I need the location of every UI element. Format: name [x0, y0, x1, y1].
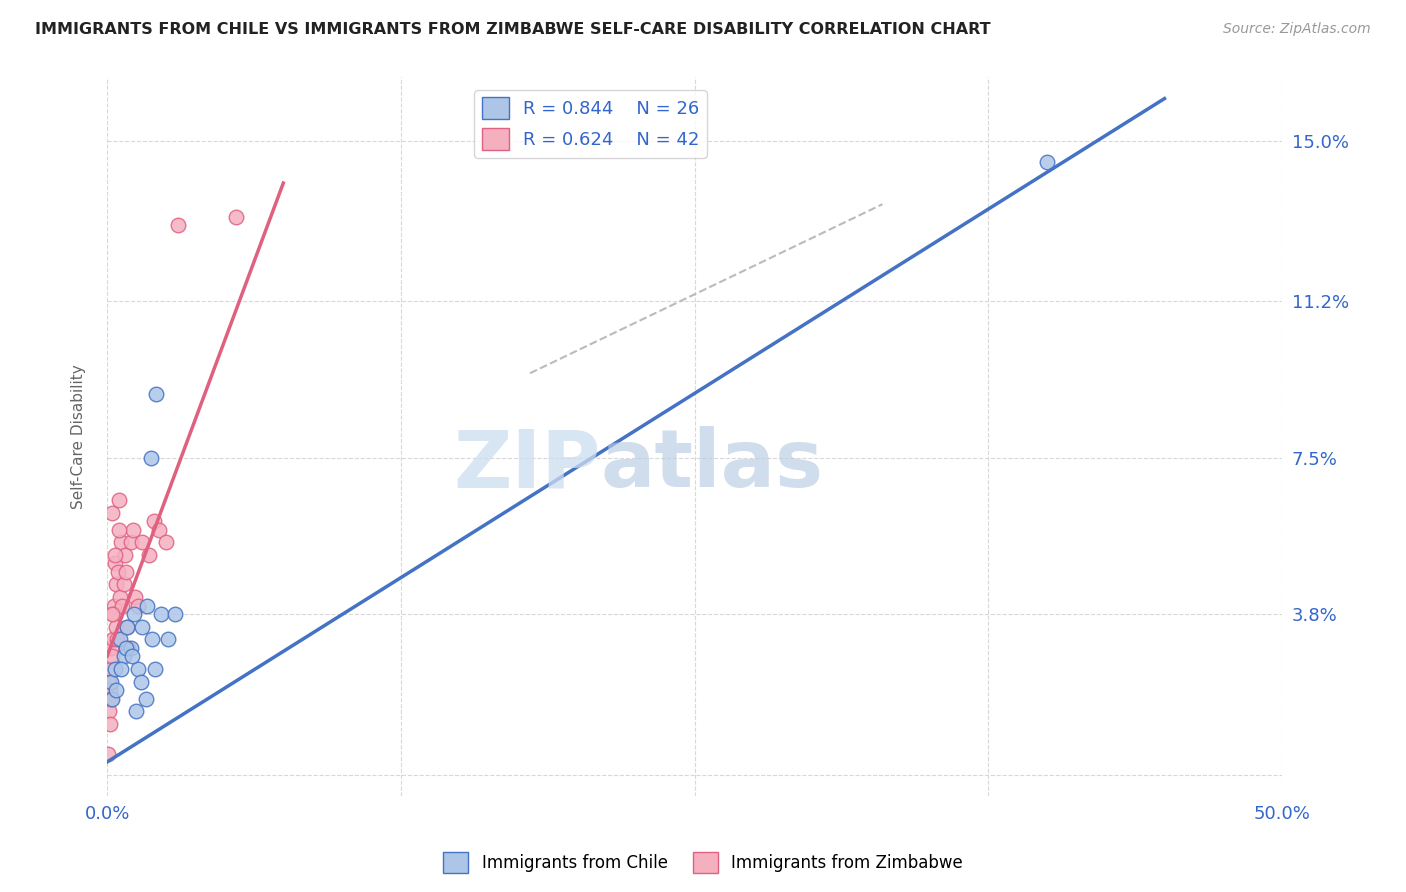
Point	[103, 599, 125, 613]
Point	[98, 683, 121, 698]
Point	[127, 662, 149, 676]
Point	[157, 632, 180, 647]
Point	[115, 620, 138, 634]
Point	[97, 747, 120, 761]
Point	[166, 219, 188, 233]
Point	[115, 620, 138, 634]
Point	[115, 640, 138, 655]
Point	[100, 674, 122, 689]
Point	[105, 683, 128, 698]
Point	[101, 632, 124, 647]
Point	[100, 662, 122, 676]
Point	[110, 535, 132, 549]
Point	[148, 523, 170, 537]
Point	[117, 640, 139, 655]
Y-axis label: Self-Care Disability: Self-Care Disability	[72, 364, 86, 509]
Point	[115, 565, 138, 579]
Point	[112, 649, 135, 664]
Point	[98, 704, 121, 718]
Point	[127, 599, 149, 613]
Legend: R = 0.844    N = 26, R = 0.624    N = 42: R = 0.844 N = 26, R = 0.624 N = 42	[474, 90, 707, 158]
Point	[129, 674, 152, 689]
Point	[108, 632, 131, 647]
Point	[105, 577, 128, 591]
Point	[122, 607, 145, 621]
Legend: Immigrants from Chile, Immigrants from Zimbabwe: Immigrants from Chile, Immigrants from Z…	[437, 846, 969, 880]
Point	[131, 535, 153, 549]
Point	[120, 535, 142, 549]
Point	[105, 632, 128, 647]
Point	[98, 717, 121, 731]
Point	[110, 662, 132, 676]
Text: Source: ZipAtlas.com: Source: ZipAtlas.com	[1223, 22, 1371, 37]
Point	[105, 620, 128, 634]
Point	[97, 674, 120, 689]
Point	[125, 704, 148, 718]
Point	[139, 450, 162, 465]
Point	[104, 548, 127, 562]
Point	[100, 649, 122, 664]
Point	[100, 640, 122, 655]
Point	[101, 607, 124, 621]
Point	[108, 523, 131, 537]
Point	[120, 640, 142, 655]
Point	[135, 691, 157, 706]
Point	[121, 649, 143, 664]
Point	[138, 548, 160, 562]
Text: atlas: atlas	[600, 426, 824, 504]
Point	[155, 535, 177, 549]
Point	[104, 557, 127, 571]
Point	[107, 565, 129, 579]
Point	[124, 590, 146, 604]
Point	[143, 662, 166, 676]
Point	[101, 506, 124, 520]
Point	[114, 548, 136, 562]
Point	[143, 514, 166, 528]
Point	[97, 691, 120, 706]
Text: ZIP: ZIP	[453, 426, 600, 504]
Text: IMMIGRANTS FROM CHILE VS IMMIGRANTS FROM ZIMBABWE SELF-CARE DISABILITY CORRELATI: IMMIGRANTS FROM CHILE VS IMMIGRANTS FROM…	[35, 22, 991, 37]
Point	[131, 620, 153, 634]
Point	[108, 493, 131, 508]
Point	[101, 691, 124, 706]
Point	[122, 523, 145, 537]
Point	[108, 590, 131, 604]
Point	[111, 599, 134, 613]
Point	[225, 210, 247, 224]
Point	[112, 577, 135, 591]
Point	[103, 607, 125, 621]
Point	[150, 607, 173, 621]
Point	[145, 387, 167, 401]
Point	[100, 691, 122, 706]
Point	[141, 632, 163, 647]
Point	[136, 599, 159, 613]
Point	[1036, 155, 1059, 169]
Point	[165, 607, 187, 621]
Point	[104, 662, 127, 676]
